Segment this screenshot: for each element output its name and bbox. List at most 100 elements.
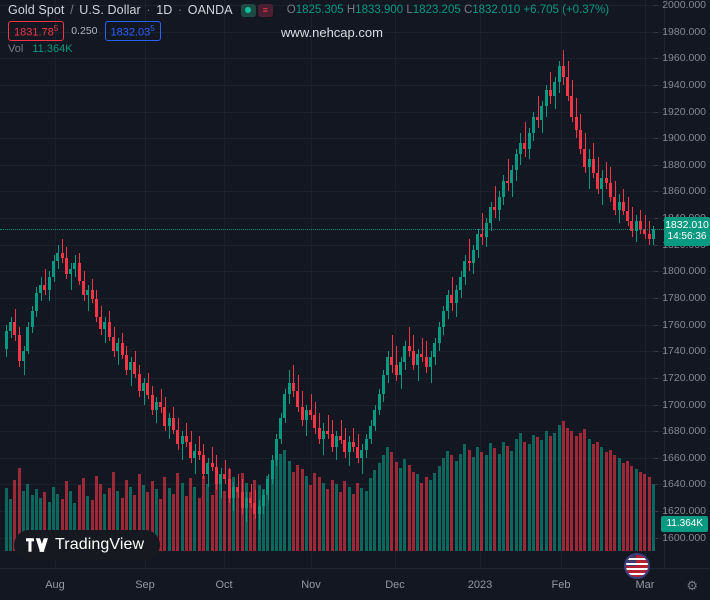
volume-bar xyxy=(471,456,475,551)
candle-body xyxy=(142,383,145,392)
tick-dash xyxy=(654,191,659,193)
price-axis-tick: 1700.000 xyxy=(654,399,706,411)
volume-bar xyxy=(201,475,205,551)
grid-line-horizontal xyxy=(0,244,664,246)
candle-wick xyxy=(88,284,89,312)
volume-bar xyxy=(446,451,450,551)
candle-wick xyxy=(131,356,132,386)
candle-body xyxy=(133,361,137,374)
candle-body xyxy=(313,415,317,429)
candle-wick xyxy=(311,393,312,421)
candle-body xyxy=(347,441,351,453)
volume-bar xyxy=(429,479,433,551)
candle-wick xyxy=(71,263,72,290)
candle-wick xyxy=(156,396,157,424)
tradingview-logo[interactable]: TradingView xyxy=(14,530,161,560)
volume-bar xyxy=(64,481,68,551)
candle-wick xyxy=(238,473,239,498)
volume-bar xyxy=(476,447,480,551)
candle-body xyxy=(34,292,38,312)
candle-body xyxy=(210,463,214,468)
gear-icon[interactable]: ⚙ xyxy=(686,578,698,593)
candle-body xyxy=(120,343,124,356)
price-chart-pane[interactable] xyxy=(0,0,664,568)
grid-line-vertical xyxy=(645,0,646,568)
candle-wick xyxy=(606,162,607,189)
volume-bar xyxy=(146,492,150,551)
candle-body xyxy=(64,258,68,274)
candle-body xyxy=(219,473,223,485)
volume-bar xyxy=(587,438,591,551)
volume-bar xyxy=(94,475,98,551)
volume-bar xyxy=(574,436,578,551)
candle-body xyxy=(330,433,334,448)
price-axis[interactable]: 1832.010 14:56:36 11.364K 2000.000 1980.0… xyxy=(654,0,710,568)
volume-bar xyxy=(279,453,283,551)
volume-bar xyxy=(527,444,531,551)
candle-body xyxy=(566,76,570,96)
volume-bar xyxy=(394,462,398,551)
candle-wick xyxy=(469,239,470,272)
candle-body xyxy=(300,407,304,421)
grid-line-horizontal xyxy=(0,191,664,193)
volume-bar xyxy=(493,448,497,551)
candle-wick xyxy=(649,220,650,245)
volume-bar xyxy=(77,485,81,551)
volume-bar xyxy=(69,490,73,551)
volume-bar xyxy=(236,488,240,551)
price-axis-tick: 1720.000 xyxy=(654,372,706,384)
grid-line-horizontal xyxy=(0,297,664,299)
volume-bar xyxy=(47,501,51,551)
volume-bar xyxy=(124,479,128,551)
candle-body xyxy=(86,289,90,296)
price-axis-tick: 2000.000 xyxy=(654,0,706,11)
volume-bar xyxy=(26,483,30,551)
volume-bar xyxy=(381,455,385,551)
volume-bar xyxy=(617,457,621,551)
tick-dash xyxy=(654,58,659,60)
candle-wick xyxy=(645,215,646,240)
volume-bar xyxy=(566,427,570,551)
candle-body xyxy=(13,321,17,336)
candle-body xyxy=(154,401,158,410)
time-axis-tick: Feb xyxy=(551,579,571,591)
candle-body xyxy=(540,106,544,120)
candle-body xyxy=(112,336,116,352)
us-flag-icon[interactable] xyxy=(624,553,650,579)
volume-bar xyxy=(369,478,373,551)
volume-bar xyxy=(86,496,90,551)
candle-body xyxy=(510,170,514,184)
candle-body xyxy=(544,90,548,107)
volume-bar xyxy=(561,421,565,551)
volume-bar xyxy=(351,493,355,551)
volume-bar xyxy=(167,488,171,551)
volume-bar xyxy=(608,449,612,551)
candle-wick xyxy=(341,420,342,445)
candle-body xyxy=(22,351,26,361)
candle-body xyxy=(197,451,201,456)
volume-bar xyxy=(373,470,377,551)
candle-wick xyxy=(362,444,363,474)
candle-wick xyxy=(426,340,427,373)
volume-bar xyxy=(22,490,26,551)
volume-bar xyxy=(510,451,514,551)
grid-line-vertical xyxy=(224,0,225,568)
price-axis-tick: 1600.000 xyxy=(654,532,706,544)
candle-wick xyxy=(169,412,170,440)
candle-body xyxy=(608,183,612,197)
candle-body xyxy=(189,441,193,458)
volume-bar xyxy=(634,468,638,551)
candle-body xyxy=(523,143,527,149)
volume-bar xyxy=(390,452,394,551)
volume-bar xyxy=(339,492,343,551)
candle-body xyxy=(304,409,308,421)
current-price-badge: 1832.010 14:56:36 xyxy=(664,216,710,246)
tick-dash xyxy=(654,457,659,459)
current-price-line xyxy=(0,228,664,230)
candle-body xyxy=(480,234,484,237)
tick-dash xyxy=(654,297,659,299)
candle-body xyxy=(9,321,13,332)
candle-wick xyxy=(328,415,329,440)
candle-body xyxy=(506,180,510,184)
time-axis[interactable]: ⚙ Aug Sep Oct Nov Dec 2023 Feb Mar xyxy=(0,553,710,600)
